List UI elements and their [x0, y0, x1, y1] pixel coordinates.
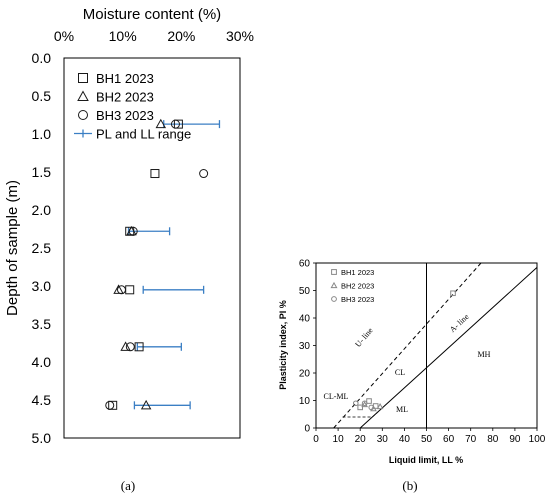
legend-swatch-square	[78, 73, 88, 83]
legend-label: BH1 2023	[341, 268, 374, 277]
data-point-circle	[125, 342, 135, 352]
data-point-square	[134, 342, 144, 352]
panel-a-point-series	[105, 118, 209, 410]
panel-a-y-tick-label: 1.0	[32, 126, 52, 142]
data-point-triangle	[113, 284, 124, 294]
panel-b-x-tick-label: 10	[333, 434, 345, 445]
panel-a-y-tick-label: 1.5	[32, 164, 52, 180]
data-point-circle	[116, 285, 126, 295]
data-point-circle	[170, 119, 180, 129]
legend-swatch-triangle	[330, 281, 338, 289]
data-point-triangle	[155, 118, 167, 129]
data-point-square	[108, 400, 118, 410]
legend-label: BH1 2023	[96, 71, 154, 86]
panel-b-plasticity-chart: 0 10 20 30 40 50 60 70 80 90 100 0 10 20 30 40 50 60 Liq…	[278, 259, 546, 494]
data-point-square	[366, 398, 372, 404]
data-point-square	[450, 290, 456, 297]
panel-a-x-tick-labels: 0% 10% 20% 30%	[54, 28, 254, 44]
data-point-square	[150, 169, 160, 179]
panel-b-x-tick-label: 0	[313, 434, 319, 445]
panel-b-region-ml: ML	[396, 405, 408, 414]
panel-a-y-axis-title: Depth of sample (m)	[4, 180, 21, 316]
legend-swatch-square	[331, 269, 337, 275]
panel-b-region-cl: CL	[395, 368, 405, 377]
data-point-triangle	[376, 402, 384, 410]
panel-a-x-axis-title: Moisture content (%)	[83, 6, 221, 23]
panel-b-x-tick-label: 70	[465, 434, 477, 445]
data-point-square	[173, 119, 183, 129]
data-point-circle	[128, 226, 138, 236]
panel-a-y-tick-label: 3.5	[32, 316, 52, 332]
panel-b-x-tick-label: 20	[355, 434, 367, 445]
panel-b-y-tick-label: 20	[299, 369, 311, 380]
data-point-triangle	[370, 405, 377, 412]
panel-b-x-tick-label: 40	[399, 434, 411, 445]
panel-b-y-tick-label: 40	[299, 314, 311, 325]
panel-b-y-axis-title: Plasticity index, PI %	[278, 300, 288, 390]
panel-b-y-tick-label: 0	[304, 424, 310, 435]
data-point-circle	[368, 404, 375, 411]
panel-b-x-tick-labels: 0 10 20 30 40 50 60 70 80 90 100	[313, 428, 546, 445]
panel-a-y-tick-label: 0.5	[32, 88, 52, 104]
panel-b-y-tick-label: 50	[299, 286, 311, 297]
panel-b-y-tick-label: 60	[299, 259, 311, 270]
panel-a-y-tick-label: 0.0	[32, 50, 52, 66]
panel-b-point-series	[352, 290, 456, 412]
panel-b-legend: BH1 2023 BH2 2023 BH3 2023	[330, 268, 374, 304]
panel-a-moisture-depth-chart: Moisture content (%) 0% 10% 20% 30% 0.0 0.5 1…	[4, 6, 254, 493]
panel-b-x-tick-label: 100	[529, 434, 546, 445]
panel-a-x-tick-label: 10%	[109, 28, 137, 44]
panel-a-x-tick-label: 0%	[54, 28, 74, 44]
panel-a-y-tick-label: 5.0	[32, 430, 52, 446]
data-point-triangle	[120, 341, 131, 351]
panel-a-y-tick-label: 4.0	[32, 354, 52, 370]
panel-a-y-tick-label: 2.5	[32, 240, 52, 256]
panel-a-y-tick-label: 3.0	[32, 278, 52, 294]
panel-a-x-tick-label: 30%	[226, 28, 254, 44]
data-point-square	[125, 285, 135, 295]
panel-b-a-line	[359, 267, 538, 429]
legend-swatch-triangle	[77, 90, 89, 101]
data-point-circle	[199, 169, 209, 179]
data-point-triangle	[361, 401, 368, 408]
panel-b-region-cl-ml: CL-ML	[324, 392, 349, 401]
legend-swatch-circle	[78, 110, 88, 120]
data-point-square	[357, 404, 363, 411]
data-point-circle	[361, 400, 368, 407]
legend-label: BH3 2023	[96, 108, 154, 123]
legend-label: BH3 2023	[341, 295, 374, 304]
panel-b-y-tick-label: 30	[299, 341, 311, 352]
panel-b-u-line-label: U- line	[353, 326, 375, 349]
panel-a-y-tick-labels: 0.0 0.5 1.0 1.5 2.0 2.5 3.0 3.5 4.0 4.5 5.0	[32, 50, 52, 446]
data-point-circle	[105, 400, 115, 410]
legend-label: BH2 2023	[341, 282, 374, 291]
panel-b-label: (b)	[402, 478, 417, 493]
data-point-triangle	[140, 399, 152, 410]
panel-b-region-mh: MH	[478, 350, 491, 359]
panel-b-y-tick-label: 10	[299, 396, 311, 407]
panel-a-x-tick-label: 20%	[167, 28, 195, 44]
panel-b-x-axis-title: Liquid limit, LL %	[389, 455, 463, 465]
panel-b-x-tick-label: 80	[487, 434, 499, 445]
panel-a-label: (a)	[121, 478, 135, 493]
panel-b-y-tick-labels: 0 10 20 30 40 50 60	[299, 259, 316, 435]
panel-a-legend: BH1 2023 BH2 2023 BH3 2023 PL and LL range	[74, 71, 191, 142]
legend-label: PL and LL range	[96, 127, 191, 142]
panel-b-x-tick-label: 60	[443, 434, 455, 445]
data-point-circle	[352, 400, 359, 407]
legend-label: BH2 2023	[96, 90, 154, 105]
panel-a-y-tick-label: 2.0	[32, 202, 52, 218]
panel-a-range-series	[127, 120, 221, 410]
panel-b-x-tick-label: 50	[421, 434, 433, 445]
panel-b-u-line	[333, 262, 482, 429]
panel-a-y-tick-label: 4.5	[32, 392, 52, 408]
legend-swatch-circle	[331, 296, 337, 302]
panel-a-plot-frame	[63, 57, 241, 439]
panel-b-x-tick-label: 30	[377, 434, 389, 445]
panel-b-x-tick-label: 90	[509, 434, 521, 445]
